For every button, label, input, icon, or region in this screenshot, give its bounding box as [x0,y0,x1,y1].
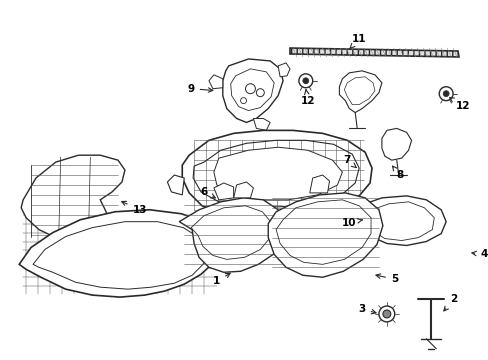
Text: 12: 12 [300,90,314,105]
Text: 5: 5 [375,274,397,284]
Polygon shape [213,183,233,200]
Polygon shape [19,210,219,297]
Circle shape [240,98,246,104]
Polygon shape [233,182,253,198]
Text: 8: 8 [392,166,403,180]
Polygon shape [179,198,285,272]
Polygon shape [309,175,329,193]
Polygon shape [167,175,184,195]
Polygon shape [366,202,433,240]
Polygon shape [289,48,458,57]
Text: 9: 9 [187,84,212,94]
Text: 2: 2 [443,294,457,311]
Polygon shape [381,129,411,160]
Text: 1: 1 [213,273,230,286]
Text: 4: 4 [471,249,487,260]
Polygon shape [21,155,124,239]
Polygon shape [182,130,371,218]
Circle shape [378,306,394,322]
Polygon shape [253,118,270,130]
Polygon shape [339,71,381,113]
Polygon shape [223,59,283,122]
Circle shape [438,87,452,100]
Circle shape [302,78,308,84]
Text: 10: 10 [341,218,362,228]
Circle shape [442,91,448,96]
Circle shape [298,74,312,88]
Circle shape [382,310,390,318]
Polygon shape [268,193,382,277]
Polygon shape [208,75,223,89]
Polygon shape [341,215,359,230]
Circle shape [256,89,264,96]
Polygon shape [359,196,445,246]
Text: 3: 3 [358,304,375,314]
Text: 12: 12 [448,98,469,111]
Polygon shape [213,147,342,200]
Text: 13: 13 [122,201,147,215]
Polygon shape [278,63,289,77]
Text: 6: 6 [200,187,215,198]
Polygon shape [230,69,274,111]
Text: 7: 7 [343,155,356,168]
Polygon shape [344,77,374,105]
Text: 11: 11 [349,34,366,49]
Circle shape [245,84,255,94]
